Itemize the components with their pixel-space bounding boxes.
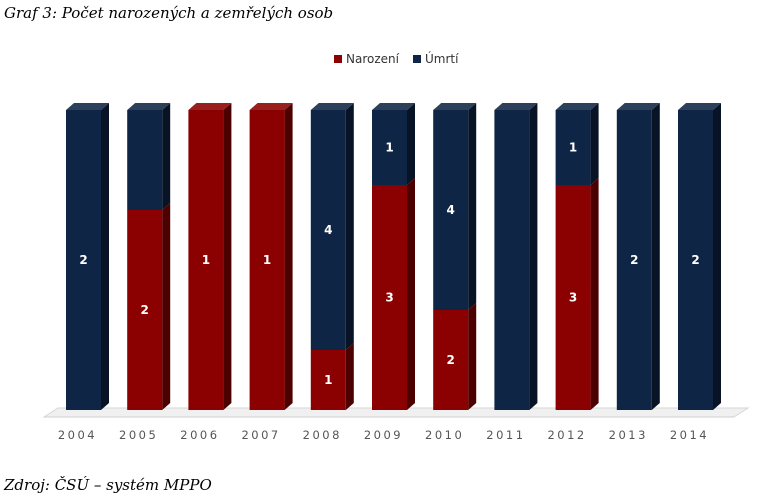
bar-2012: 13	[555, 103, 599, 410]
bar-umrti-2014	[678, 110, 713, 410]
bar-side-narozeni	[284, 103, 293, 410]
bar-2007: 1	[249, 103, 293, 410]
x-tick-2008: 2008	[303, 428, 342, 442]
bar-narozeni-2012	[555, 185, 591, 410]
bar-top	[678, 103, 721, 110]
x-tick-2009: 2009	[364, 428, 403, 442]
bar-top	[555, 103, 599, 110]
bar-side-narozeni	[468, 303, 477, 410]
x-tick-2005: 2005	[119, 428, 158, 442]
bar-top	[66, 103, 109, 110]
x-tick-2013: 2013	[609, 428, 648, 442]
bar-narozeni-2005	[127, 210, 163, 410]
data-label-umrti-2012: 1	[569, 141, 577, 155]
data-label-umrti-2010: 4	[447, 203, 455, 217]
x-tick-2007: 2007	[241, 428, 280, 442]
bar-side-umrti	[468, 103, 477, 310]
data-label-umrti-2013: 2	[630, 253, 638, 267]
bar-side-umrti	[101, 103, 109, 410]
x-tick-2010: 2010	[425, 428, 464, 442]
bar-umrti-2005	[127, 110, 163, 210]
bar-narozeni-2008	[310, 350, 346, 410]
data-label-umrti-2009: 1	[385, 141, 393, 155]
bar-top	[616, 103, 660, 110]
bar-2011	[494, 103, 538, 410]
data-label-narozeni-2007: 1	[263, 253, 271, 267]
data-label-umrti-2014: 2	[691, 253, 699, 267]
chart-source: Zdroj: ČSÚ – systém MPPO	[4, 476, 212, 494]
data-label-narozeni-2010: 2	[447, 353, 455, 367]
bar-top	[372, 103, 415, 110]
legend-swatch-narozeni	[334, 55, 342, 63]
chart-floor	[42, 407, 750, 418]
bar-side-narozeni	[590, 178, 599, 410]
bar-top	[310, 103, 354, 110]
bar-umrti-2009	[372, 110, 407, 185]
bar-2014: 2	[678, 103, 721, 410]
bar-narozeni-2006	[188, 110, 224, 410]
x-axis-ticks: 2004 2005 2006 2007 2008 2009 2010 2011 2012 2013…	[58, 428, 709, 442]
x-tick-2012: 2012	[547, 428, 586, 442]
bar-umrti-2008	[310, 110, 346, 350]
data-label-narozeni-2009: 3	[385, 291, 393, 305]
bar-side-umrti	[345, 103, 354, 350]
data-label-umrti-2004: 2	[79, 253, 87, 267]
bar-top	[188, 103, 232, 110]
bar-top	[494, 103, 538, 110]
bar-top	[127, 103, 171, 110]
bar-side-umrti	[529, 103, 538, 410]
bar-narozeni-2009	[372, 185, 407, 410]
data-label-narozeni-2006: 1	[202, 253, 210, 267]
bar-side-umrti	[590, 103, 599, 185]
bar-umrti-2004	[66, 110, 101, 410]
bar-2006: 1	[188, 103, 232, 410]
data-label-narozeni-2012: 3	[569, 291, 577, 305]
bar-side-umrti	[651, 103, 660, 410]
x-tick-2004: 2004	[58, 428, 97, 442]
bar-top	[249, 103, 293, 110]
bar-side-narozeni	[162, 203, 171, 410]
chart-title: Graf 3: Počet narozených a zemřelých oso…	[4, 4, 334, 22]
bar-2004: 2	[66, 103, 109, 410]
bar-side-umrti	[407, 103, 415, 185]
data-label-umrti-2008: 4	[324, 223, 332, 237]
bar-umrti-2011	[494, 110, 530, 410]
data-label-narozeni-2008: 1	[324, 373, 332, 387]
bar-2008: 41	[310, 103, 354, 410]
x-tick-2014: 2014	[670, 428, 709, 442]
legend: Narození Úmrtí	[334, 51, 459, 66]
bar-2009: 13	[372, 103, 415, 410]
legend-swatch-umrti	[413, 55, 421, 63]
bar-side-narozeni	[223, 103, 232, 410]
bar-side-narozeni	[345, 343, 354, 410]
bar-umrti-2010	[433, 110, 469, 310]
bar-2005: 2	[127, 103, 171, 410]
bar-side-narozeni	[407, 178, 415, 410]
bar-umrti-2013	[616, 110, 652, 410]
bar-side-umrti	[162, 103, 171, 210]
bar-umrti-2012	[555, 110, 591, 185]
bar-narozeni-2007	[249, 110, 285, 410]
bar-side-umrti	[713, 103, 721, 410]
data-label-narozeni-2005: 2	[141, 303, 149, 317]
bar-top	[433, 103, 477, 110]
legend-label-umrti: Úmrtí	[425, 51, 459, 66]
bar-2013: 2	[616, 103, 660, 410]
x-tick-2011: 2011	[486, 428, 525, 442]
bar-2010: 42	[433, 103, 477, 410]
x-tick-2006: 2006	[180, 428, 219, 442]
bar-narozeni-2010	[433, 310, 469, 410]
legend-label-narozeni: Narození	[346, 52, 400, 66]
